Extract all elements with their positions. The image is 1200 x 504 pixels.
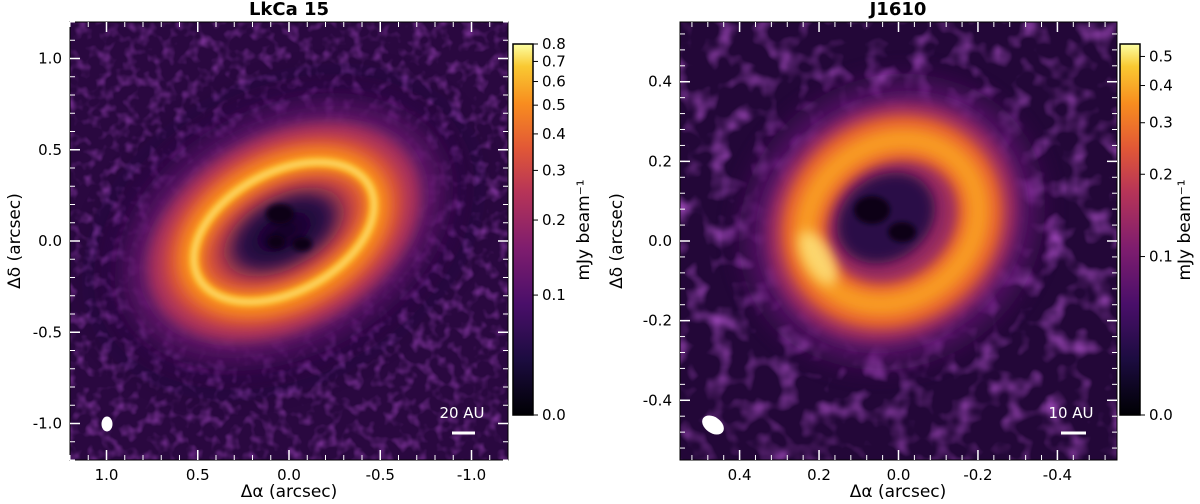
lkca15-x-tick-label: -0.5 [366,466,395,484]
j1610-beam-ellipse [702,415,724,435]
j1610-colorbar: 0.5 0.4 0.3 0.2 0.1 0.0 mJy beam⁻¹ [1119,43,1195,424]
lkca15-image: 20 AU [70,22,508,460]
j1610-colorbar-tick-label: 0.4 [1149,77,1173,95]
lkca15-y-tick-label: 1.0 [38,50,62,68]
lkca15-y-tick-label: -0.5 [33,323,62,341]
lkca15-x-tick-label: 1.0 [95,466,119,484]
lkca15-colorbar-tick-label: 0.3 [542,161,566,179]
lkca15-colorbar-ticks: 0.80.7 0.6 0.5 0.4 0.3 0.2 0.1 0.0 [533,35,566,424]
lkca15-colorbar-tick-label: 0.5 [542,96,566,114]
j1610-panel: 10 AU 0.4 0.2 0.0 -0.2 -0.4 0.4 0.2 0.0 -0.2 -0.4… [607,0,1118,502]
lkca15-colorbar-tick-label: 0.1 [542,286,566,304]
j1610-scale-label: 10 AU [1048,404,1093,422]
lkca15-colorbar-gradient [513,44,533,415]
j1610-tick-labels: 0.4 0.2 0.0 -0.2 -0.4 0.4 0.2 0.0 -0.2 -0.4 [643,73,1072,484]
j1610-y-axis-title: Δδ (arcsec) [607,193,627,289]
j1610-x-tick-label: -0.2 [963,466,992,484]
lkca15-x-tick-label: -1.0 [457,466,486,484]
j1610-y-tick-label: 0.4 [648,73,672,91]
j1610-x-tick-label: 0.0 [887,466,911,484]
lkca15-y-tick-label: 0.0 [38,232,62,250]
lkca15-x-tick-label: 0.0 [277,466,301,484]
lkca15-colorbar-tick-label: 0.4 [542,125,566,143]
lkca15-colorbar-tick-label: 0.7 [542,52,566,70]
j1610-x-tick-label: 0.4 [728,466,752,484]
j1610-ticks [680,22,1117,460]
lkca15-tick-labels: 1.0 0.5 0.0 -0.5 -1.0 1.0 0.5 0.0 -0.5 -1.0 [33,50,486,485]
j1610-x-tick-label: 0.2 [807,466,831,484]
lkca15-scale-label: 20 AU [439,404,484,422]
lkca15-y-tick-label: -1.0 [33,415,62,433]
j1610-colorbar-label: mJy beam⁻¹ [1175,179,1195,280]
j1610-title: J1610 [868,0,927,20]
lkca15-colorbar: 0.80.7 0.6 0.5 0.4 0.3 0.2 0.1 0.0 mJy beam⁻¹ [512,35,594,424]
j1610-colorbar-gradient [1120,44,1140,415]
j1610-y-tick-label: 0.2 [648,152,672,170]
lkca15-ticks [69,21,508,461]
lkca15-title: LkCa 15 [249,0,329,20]
j1610-y-tick-label: 0.0 [648,232,672,250]
lkca15-panel: 20 AU 1.0 0.5 0.0 -0.5 -1.0 1.0 0.5 0.0 -0.5 -1.0… [5,0,509,502]
j1610-colorbar-ticks: 0.5 0.4 0.3 0.2 0.1 0.0 [1140,47,1173,424]
j1610-colorbar-tick-label: 0.5 [1149,47,1173,65]
lkca15-colorbar-tick-label: 0.8 [542,35,566,53]
j1610-y-tick-label: -0.4 [643,391,672,409]
j1610-x-axis-title: Δα (arcsec) [850,482,947,502]
lkca15-colorbar-tick-label: 0.0 [542,406,566,424]
j1610-x-tick-label: -0.4 [1043,466,1072,484]
j1610-colorbar-tick-label: 0.1 [1149,248,1173,266]
j1610-image: 10 AU [680,22,1117,460]
lkca15-x-axis-title: Δα (arcsec) [241,482,338,502]
j1610-colorbar-tick-label: 0.2 [1149,165,1173,183]
lkca15-colorbar-tick-label: 0.6 [542,73,566,91]
lkca15-beam-ellipse [101,416,113,432]
lkca15-y-axis-title: Δδ (arcsec) [5,193,25,289]
j1610-y-tick-label: -0.2 [643,312,672,330]
lkca15-colorbar-tick-label: 0.2 [542,211,566,229]
lkca15-x-tick-label: 0.5 [186,466,210,484]
lkca15-y-tick-label: 0.5 [38,141,62,159]
j1610-colorbar-tick-label: 0.0 [1149,406,1173,424]
lkca15-colorbar-label: mJy beam⁻¹ [574,179,594,280]
j1610-colorbar-tick-label: 0.3 [1149,114,1173,132]
